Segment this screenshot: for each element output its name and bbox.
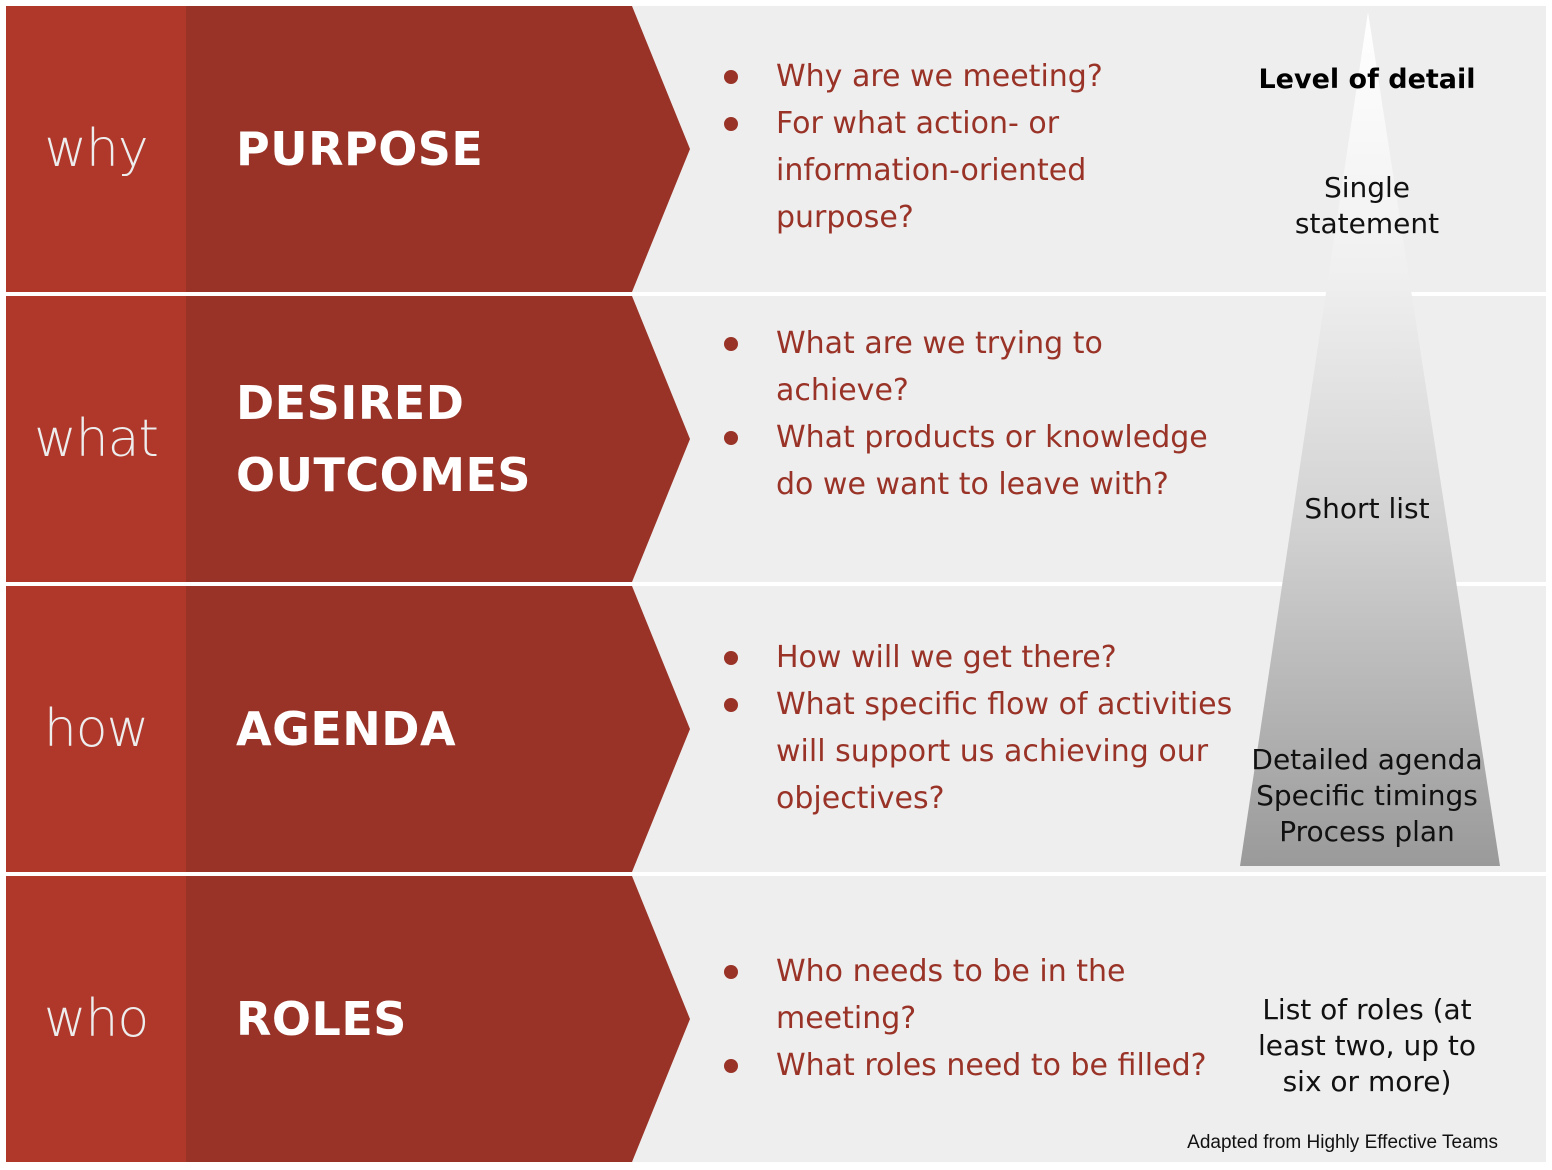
detail-agenda: Detailed agenda Specific timings Process…: [1236, 742, 1498, 850]
list-item: How will we get there?: [716, 634, 1236, 681]
source-footnote: Adapted from Highly Effective Teams: [1187, 1131, 1498, 1155]
bullet-text: What are we trying to achieve?: [776, 326, 1103, 408]
bullet-list-roles: Who needs to be in the meeting? What rol…: [716, 948, 1236, 1089]
bullet-dot: [724, 1059, 738, 1073]
detail-roles: List of roles (at least two, up to six o…: [1258, 992, 1476, 1100]
bullet-dot: [724, 117, 738, 131]
bullet-text: What specific flow of activities will su…: [776, 687, 1232, 816]
list-item: What specific flow of activities will su…: [716, 681, 1246, 822]
title-line: OUTCOMES: [236, 439, 656, 511]
level-of-detail-heading: Level of detail: [1236, 60, 1498, 100]
bullet-text: What roles need to be filled?: [776, 1048, 1207, 1083]
bullet-dot: [724, 698, 738, 712]
title-line: ROLES: [236, 983, 656, 1055]
list-item: What products or knowledge do we want to…: [716, 414, 1246, 508]
side-word-what: what: [6, 296, 186, 582]
bullet-dot: [724, 70, 738, 84]
title-line: AGENDA: [236, 693, 656, 765]
detail-line: Process plan: [1236, 814, 1498, 850]
title-line: PURPOSE: [236, 113, 656, 185]
row-title: DESIRED OUTCOMES: [236, 296, 656, 582]
row-title: PURPOSE: [236, 6, 656, 292]
detail-line: Detailed agenda: [1236, 742, 1498, 778]
detail-desired-outcomes: Short list: [1236, 491, 1498, 527]
bullet-text: For what action- or information-oriented…: [776, 106, 1086, 235]
bullet-text: What products or knowledge do we want to…: [776, 420, 1208, 502]
bullet-dot: [724, 651, 738, 665]
bullet-list-agenda: How will we get there? What specific flo…: [716, 634, 1236, 822]
list-item: What roles need to be filled?: [716, 1042, 1296, 1089]
list-item: For what action- or information-oriented…: [716, 100, 1136, 241]
side-word-how: how: [6, 586, 186, 872]
detail-purpose: Single statement: [1290, 170, 1444, 242]
bullet-list-purpose: Why are we meeting? For what action- or …: [716, 53, 1236, 241]
bullet-text: Who needs to be in the meeting?: [776, 954, 1126, 1036]
row-title: AGENDA: [236, 586, 656, 872]
bullet-list-desired-outcomes: What are we trying to achieve? What prod…: [716, 320, 1236, 508]
row-title: ROLES: [236, 876, 656, 1162]
side-word-who: who: [6, 876, 186, 1162]
side-word-why: why: [6, 6, 186, 292]
list-item: Why are we meeting?: [716, 53, 1236, 100]
list-item: Who needs to be in the meeting?: [716, 948, 1206, 1042]
bullet-dot: [724, 337, 738, 351]
bullet-dot: [724, 431, 738, 445]
title-line: DESIRED: [236, 367, 656, 439]
list-item: What are we trying to achieve?: [716, 320, 1176, 414]
bullet-dot: [724, 965, 738, 979]
detail-line: Specific timings: [1236, 778, 1498, 814]
bullet-text: Why are we meeting?: [776, 59, 1103, 94]
bullet-text: How will we get there?: [776, 640, 1117, 675]
